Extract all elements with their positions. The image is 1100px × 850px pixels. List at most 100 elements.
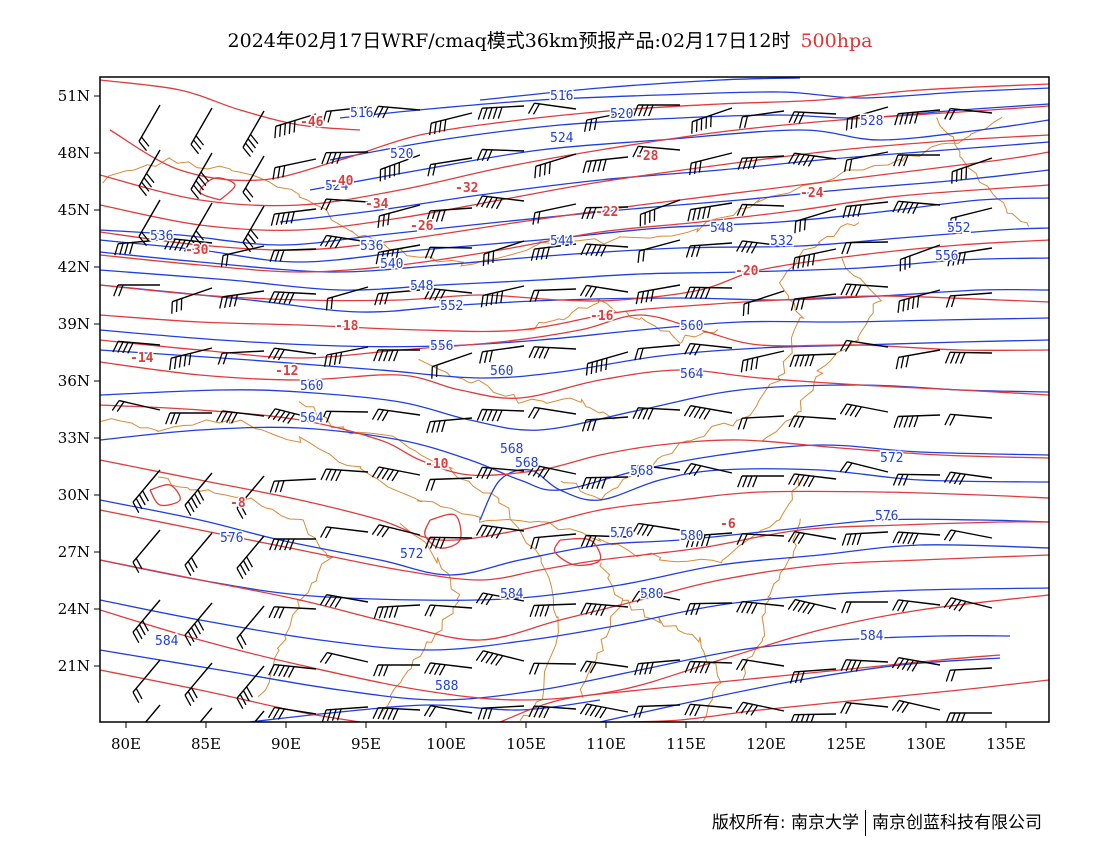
temperature-label: -28 [635,149,659,164]
wind-barb [631,590,681,603]
temperature-label: -10 [425,457,449,472]
wind-barb [236,535,265,580]
temperature-label: -14 [130,351,154,366]
wind-barb [789,668,837,684]
wind-barb [794,208,837,234]
wind-barb [325,286,369,311]
height-contour [100,384,1049,431]
wind-barb [217,350,265,365]
height-label: 584 [500,587,524,602]
lon-tick-label: 120E [746,735,786,753]
wind-barb [944,107,993,121]
wind-barb [736,240,785,254]
height-label: 528 [860,114,883,129]
wind-barb [184,472,213,517]
lat-tick-label: 30N [58,486,90,504]
temperature-contour [100,404,1049,477]
wind-barb [840,283,889,297]
wind-barb-layer [111,102,993,722]
height-contour [479,77,801,101]
wind-barb [114,239,161,256]
wind-barb [634,659,681,676]
wind-barb [236,605,265,650]
wind-barb [320,526,369,539]
temperature-label: -8 [230,496,246,511]
wind-barb [482,240,525,267]
wind-barb [897,289,941,313]
lon-tick-label: 80E [111,735,141,753]
height-contour [279,141,1049,223]
wind-barb [169,347,213,371]
lat-tick-label: 45N [58,201,90,219]
title-main: 2024年02月17日WRF/cmaq模式36km预报产品:02月17日12时 [227,30,791,52]
height-label: 524 [550,131,574,146]
temperature-label: -20 [735,264,759,279]
wind-barb [949,207,993,231]
wind-barb [583,111,629,132]
wind-barb [789,353,837,368]
wind-barb [580,534,629,548]
wind-barb [685,242,733,258]
temperature-label: -6 [720,517,736,532]
wind-barb [274,113,317,139]
height-contour [339,87,1049,119]
wind-barb [111,399,161,412]
temperature-contour [100,184,1049,273]
wind-barb [899,244,941,272]
map-title: 2024年02月17日WRF/cmaq模式36km预报产品:02月17日12时 5… [0,26,1100,53]
wind-barb [321,151,369,165]
height-label: 520 [610,107,633,122]
wind-barb [736,533,785,546]
wind-barb [742,290,785,317]
wind-barb [737,155,785,170]
height-label: 568 [630,464,653,479]
wind-barb [737,415,785,430]
height-label: 564 [680,367,704,382]
wind-barb [372,105,421,119]
wind-barb [735,658,785,671]
wind-barb [892,599,941,613]
wind-barb [475,650,525,666]
height-label: 536 [150,229,173,244]
wind-barb [216,410,265,424]
temperature-contour [100,151,1049,251]
wind-barb [476,195,525,210]
wind-barb [639,199,681,227]
wind-barb [582,156,629,174]
lat-tick-label: 24N [58,600,90,618]
wind-barb [267,706,317,720]
height-contour [100,587,1049,651]
wind-barb [634,344,681,361]
wind-barb [943,471,993,486]
height-label: 548 [410,279,433,294]
lon-tick-label: 115E [666,735,706,753]
wind-barb [685,532,733,548]
wind-barb [943,529,993,542]
wind-barb [534,153,577,179]
wind-barb [425,477,473,492]
border-line [158,476,335,697]
wind-barb [184,662,213,707]
temperature-contour [109,83,1049,182]
wind-barb [320,468,369,482]
wind-barb [236,665,265,710]
wind-barb [943,597,993,612]
border-line [761,257,883,442]
wind-barb [165,412,212,425]
wind-barb [687,202,733,222]
wind-barb [685,602,733,616]
height-contour [100,339,1049,379]
temperature-contour [553,537,602,567]
height-contour [100,426,1049,491]
wind-barb [479,345,525,364]
border-line [560,222,860,502]
wind-barb [269,538,316,551]
wind-barb [427,157,473,177]
title-level: 500hpa [800,30,873,52]
temperature-label: -16 [590,309,614,324]
wind-barb [475,592,525,606]
lat-tick-label: 51N [58,87,90,105]
height-label: 520 [390,147,413,162]
wind-barb [319,594,369,608]
wind-barb [424,246,473,259]
